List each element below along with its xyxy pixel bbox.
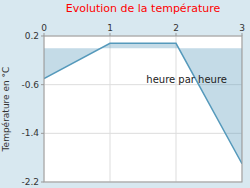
title: Evolution de la température <box>66 2 221 15</box>
data-group <box>44 43 242 163</box>
plot-frame <box>44 36 242 182</box>
x-tick <box>242 33 243 36</box>
y-tick-label: -0.6 <box>21 80 39 90</box>
x-tick-label: 1 <box>107 23 113 33</box>
x-tick <box>110 33 111 36</box>
x-grid-line <box>110 36 111 182</box>
x-tick-label: 3 <box>239 23 245 33</box>
chart-container: 0.2 -0.6 -1.4 -2.2 0 1 2 3 Evolution de la tempé… <box>0 0 250 188</box>
x-tick <box>176 33 177 36</box>
y-tick-label: -1.4 <box>21 128 39 138</box>
y-tick-label: -2.2 <box>21 177 39 187</box>
line <box>44 43 242 163</box>
chart-svg: 0.2 -0.6 -1.4 -2.2 0 1 2 3 Evolution de la tempé… <box>0 0 250 188</box>
y-tick <box>41 182 44 183</box>
x-tick-label: 2 <box>173 23 179 33</box>
x-grid-line <box>176 36 177 182</box>
y-tick <box>41 84 44 85</box>
annotation: heure par heure <box>146 74 227 85</box>
y-axis-label: Température en °C <box>1 67 11 153</box>
x-tick <box>44 33 45 36</box>
area <box>44 43 242 163</box>
x-tick-label: 0 <box>41 23 47 33</box>
grid <box>44 36 242 182</box>
y-grid-line <box>44 133 242 134</box>
plot-background <box>44 36 242 182</box>
y-tick-label: 0.2 <box>25 31 39 41</box>
y-tick <box>41 133 44 134</box>
